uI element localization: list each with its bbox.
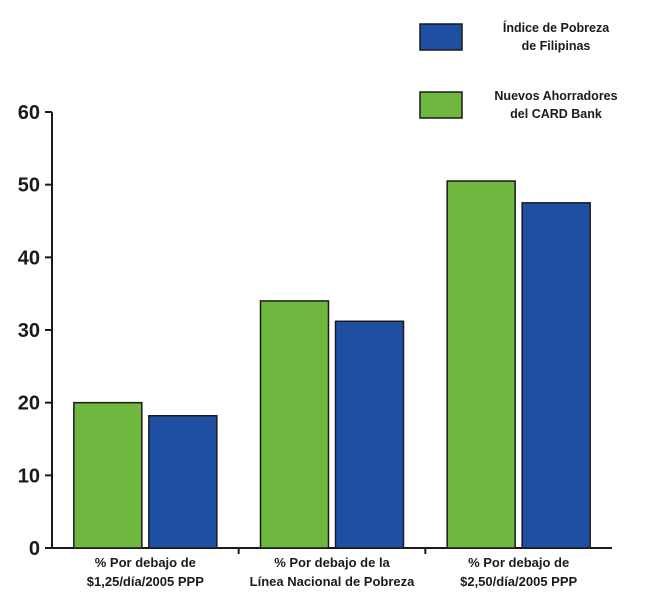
y-tick-label: 50 — [18, 175, 40, 197]
legend-swatch — [419, 91, 463, 119]
category-label: % Por debajo de — [468, 555, 569, 570]
bars — [73, 180, 591, 549]
category-label: $2,50/día/2005 PPP — [460, 574, 577, 589]
x-ticks — [237, 548, 427, 554]
legend-label: de Filipinas — [522, 39, 591, 53]
y-ticks: 0 10 20 30 40 50 60 — [18, 102, 52, 560]
category-label: % Por debajo de — [95, 555, 196, 570]
y-tick-label: 60 — [18, 102, 40, 124]
legend-label: del CARD Bank — [510, 107, 602, 121]
legend-swatch — [419, 23, 463, 51]
y-tick-label: 40 — [18, 247, 40, 269]
legend: Índice de Pobreza de Filipinas Nuevos Ahor… — [419, 20, 618, 121]
bar-blue-cat-1 — [148, 414, 218, 549]
y-tick-label: 0 — [29, 538, 40, 560]
bar-green-cat-3 — [446, 180, 516, 549]
bar-blue-cat-3 — [521, 202, 591, 549]
y-tick-label: 20 — [18, 393, 40, 415]
legend-label: Nuevos Ahorradores — [494, 89, 617, 103]
bar-green-cat-2 — [259, 300, 330, 549]
legend-label: Índice de Pobreza — [503, 20, 610, 35]
category-label: % Por debajo de la — [274, 555, 390, 570]
category-label: $1,25/día/2005 PPP — [87, 574, 204, 589]
bar-blue-cat-2 — [334, 320, 405, 549]
y-tick-label: 10 — [18, 465, 40, 487]
category-labels: % Por debajo de $1,25/día/2005 PPP % Por d… — [87, 555, 578, 589]
bar-green-cat-1 — [73, 401, 143, 549]
category-label: Línea Nacional de Pobreza — [250, 574, 415, 589]
y-tick-label: 30 — [18, 320, 40, 342]
